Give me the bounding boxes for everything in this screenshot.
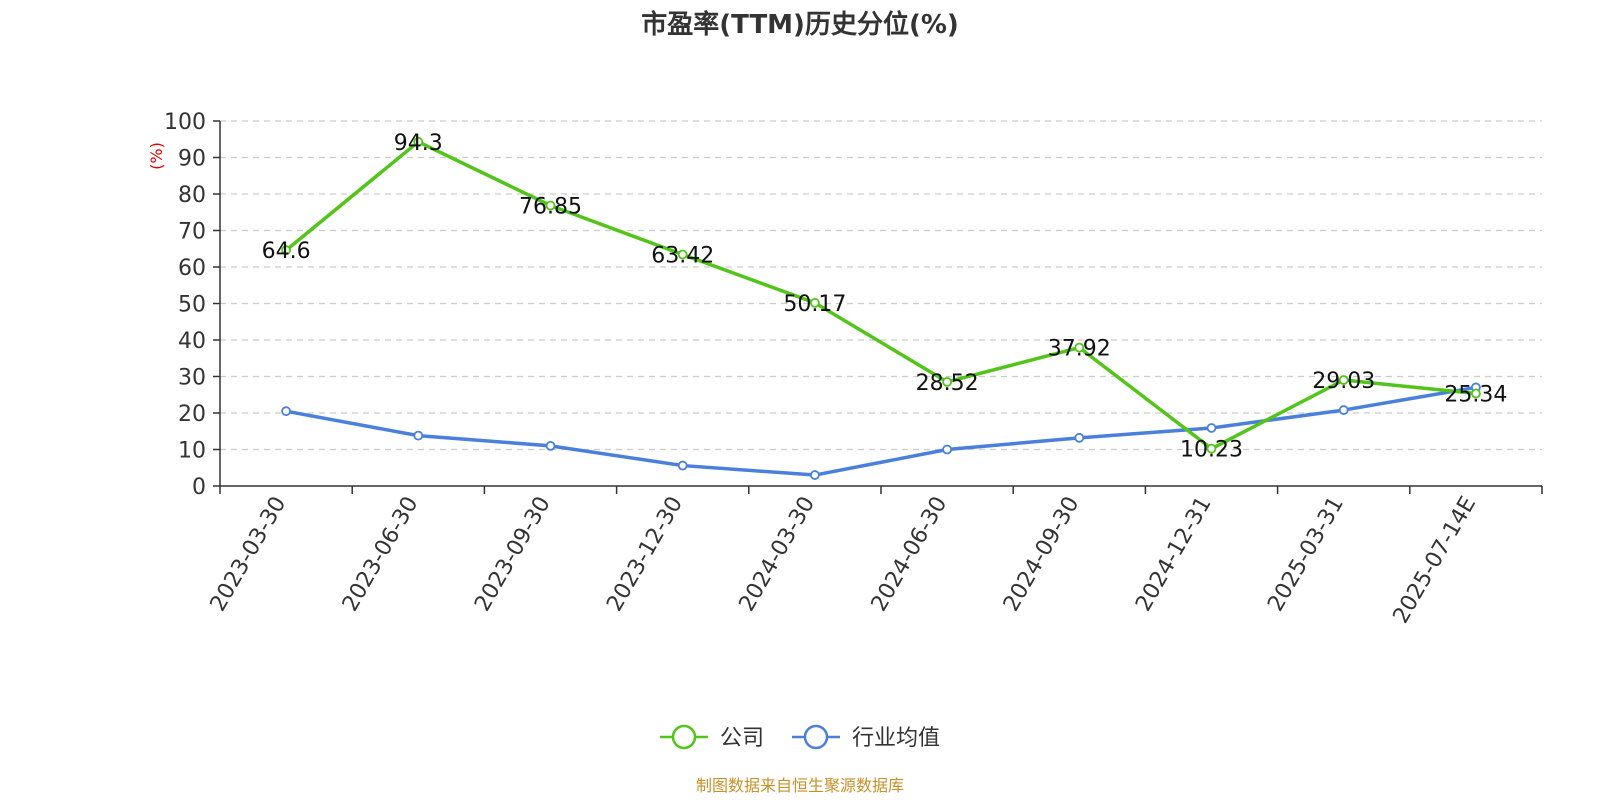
x-tick-label: 2024-06-30: [867, 493, 953, 616]
data-point: [1074, 432, 1085, 443]
series-group: 64.6 94.3 76.85 63.42 50.17 28.52 37.92 10.23 29…: [262, 131, 1507, 480]
legend-label: 行业均值: [852, 726, 940, 751]
x-tick-label: 2023-03-30: [206, 493, 292, 616]
data-label: 10.23: [1180, 438, 1243, 463]
y-tick-label: 30: [178, 366, 206, 391]
data-point: [413, 430, 424, 441]
x-tick-label: 2024-12-31: [1131, 493, 1217, 616]
data-point: [677, 460, 688, 471]
y-tick-label: 20: [178, 402, 206, 427]
legend-item-0: 公司: [660, 724, 764, 751]
x-tick-labels: 2023-03-30 2023-06-30 2023-09-30 2023-12-30…: [206, 493, 1481, 628]
x-tick-label: 2024-03-30: [735, 493, 821, 616]
data-label: 50.17: [783, 292, 846, 317]
data-point: [281, 245, 292, 256]
data-label: 94.3: [394, 131, 443, 156]
legend-marker: [803, 724, 829, 750]
x-tick-label: 2024-09-30: [999, 493, 1085, 616]
data-label: 64.6: [262, 239, 311, 264]
data-label: 29.03: [1312, 369, 1375, 394]
axes: [213, 120, 1543, 494]
data-point: [1074, 342, 1085, 353]
x-tick-label: 2025-03-31: [1263, 493, 1349, 616]
x-tick-label: 2023-09-30: [470, 493, 556, 616]
data-label: 25.34: [1444, 383, 1507, 408]
data-point: [942, 377, 952, 387]
x-tick-label: 2023-06-30: [338, 493, 424, 616]
legend-marker: [671, 724, 697, 750]
data-point: [677, 249, 688, 260]
source-note: 制图数据来自恒生聚源数据库: [696, 776, 904, 795]
data-point: [810, 470, 820, 480]
y-tick-label: 70: [178, 220, 206, 245]
data-point: [1206, 423, 1217, 433]
y-tick-label: 90: [178, 147, 206, 172]
data-label: 63.42: [651, 244, 714, 269]
data-point: [1338, 375, 1349, 385]
data-label: 76.85: [519, 194, 582, 219]
y-tick-label: 80: [178, 183, 206, 208]
y-tick-label: 10: [178, 439, 206, 464]
data-point: [281, 406, 292, 417]
data-point: [942, 444, 952, 455]
data-point: [1338, 405, 1349, 415]
gridlines: [220, 120, 1542, 451]
x-tick-label: 2025-07-14E: [1389, 493, 1482, 628]
legend-label: 公司: [720, 726, 764, 751]
y-tick-label: 50: [178, 293, 206, 318]
data-point: [413, 136, 424, 147]
data-label: 37.92: [1048, 337, 1111, 362]
x-tick-label: 2023-12-30: [602, 493, 688, 616]
data-point: [545, 200, 556, 211]
series-line: [285, 385, 1477, 477]
y-tick-label: 0: [192, 475, 206, 500]
y-axis-label: (%): [147, 142, 166, 170]
chart-title: 市盈率(TTM)历史分位(%): [641, 9, 959, 40]
data-label: 28.52: [916, 371, 979, 396]
data-point: [545, 440, 556, 451]
series-0: [281, 136, 1481, 454]
legend: 公司 行业均值: [660, 724, 940, 751]
y-tick-label: 40: [178, 329, 206, 354]
series-line: [284, 140, 1477, 451]
y-tick-label: 100: [164, 110, 206, 135]
y-tick-label: 60: [178, 256, 206, 281]
data-point: [1206, 443, 1217, 454]
y-tick-labels: 0 10 20 30 40 50 60 70 80 90 100: [164, 110, 206, 500]
data-point: [810, 297, 820, 308]
data-point: [1471, 388, 1481, 399]
legend-item-1: 行业均值: [792, 724, 940, 751]
series-1: [281, 382, 1481, 480]
